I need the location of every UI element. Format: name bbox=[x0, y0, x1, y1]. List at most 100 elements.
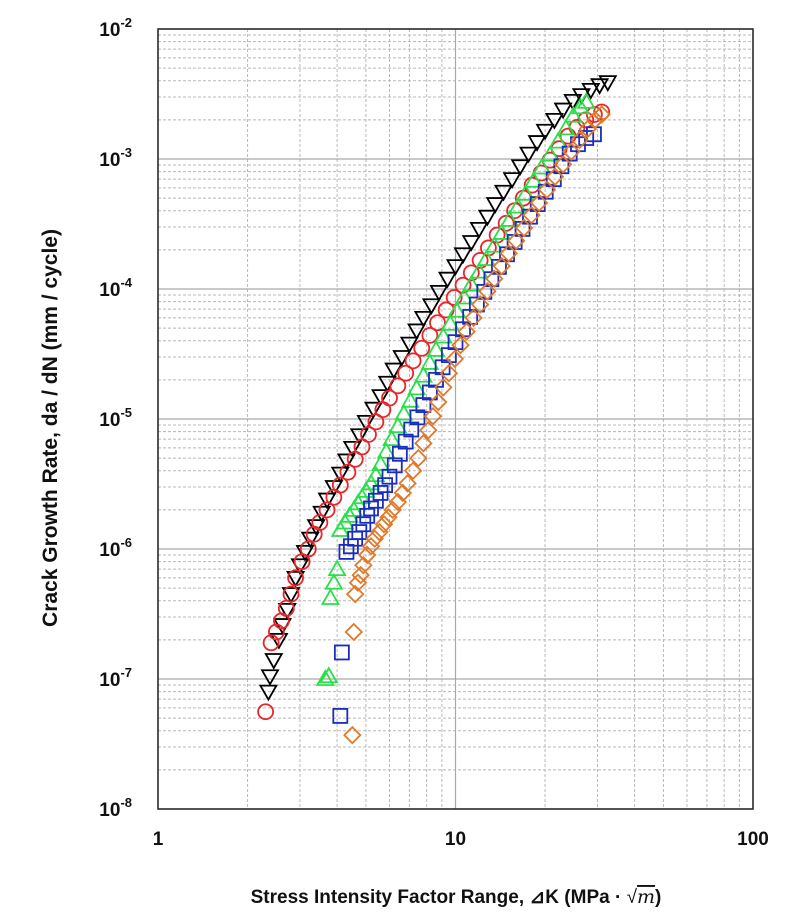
data-point-triangle-up bbox=[407, 378, 427, 396]
y-tick-base: 10 bbox=[99, 670, 120, 691]
data-point-diamond bbox=[485, 269, 504, 288]
data-point-diamond bbox=[434, 378, 453, 397]
data-point-triangle-down bbox=[485, 197, 505, 214]
data-point-circle bbox=[311, 514, 329, 531]
data-point-triangle-down bbox=[300, 531, 320, 549]
y-tick-exponent: -8 bbox=[120, 795, 132, 810]
x-tick-labels: 1 10 100 bbox=[153, 829, 769, 850]
data-point-triangle-down bbox=[469, 221, 489, 239]
data-point-triangle-down bbox=[590, 78, 610, 95]
data-point-circle bbox=[257, 703, 275, 721]
x-tick-label: 1 bbox=[153, 829, 164, 850]
data-point-square bbox=[391, 445, 408, 462]
data-point-diamond bbox=[592, 105, 611, 124]
data-point-triangle-up bbox=[556, 118, 576, 136]
data-point-square bbox=[333, 644, 350, 661]
data-point-triangle-up bbox=[388, 416, 408, 434]
data-point-triangle-up bbox=[376, 441, 396, 459]
data-point-triangle-up bbox=[500, 210, 520, 227]
data-point-triangle-up bbox=[433, 326, 453, 344]
data-point-circle bbox=[339, 463, 357, 481]
data-point-triangle-down bbox=[277, 603, 297, 620]
data-point-triangle-down bbox=[312, 505, 332, 523]
data-point-triangle-down bbox=[407, 323, 427, 341]
x-tick-label: 10 bbox=[445, 829, 466, 850]
data-point-triangle-up bbox=[315, 669, 335, 686]
data-point-diamond bbox=[553, 155, 573, 174]
y-tick-base: 10 bbox=[99, 20, 120, 41]
data-point-circle bbox=[267, 623, 285, 641]
data-point-triangle-down bbox=[349, 428, 369, 446]
data-point-circle bbox=[404, 352, 422, 370]
data-point-triangle-down bbox=[286, 570, 306, 588]
data-point-diamond bbox=[537, 180, 557, 200]
data-point-circle bbox=[397, 364, 415, 382]
data-point-triangle-up bbox=[320, 588, 341, 605]
data-point-diamond bbox=[344, 622, 364, 642]
data-point-triangle-up bbox=[366, 465, 386, 483]
data-point-circle bbox=[360, 426, 377, 443]
data-point-diamond bbox=[383, 500, 402, 520]
y-tick-base: 10 bbox=[99, 280, 120, 301]
data-point-circle bbox=[413, 339, 431, 357]
y-tick-exponent: -7 bbox=[120, 665, 132, 680]
data-point-triangle-up bbox=[532, 157, 552, 175]
data-point-diamond bbox=[439, 363, 459, 383]
data-point-circle bbox=[497, 214, 515, 232]
data-point-circle bbox=[429, 314, 446, 332]
data-point-circle bbox=[421, 326, 439, 344]
y-tick-exponent: -5 bbox=[120, 405, 132, 420]
data-point-diamond bbox=[451, 335, 470, 355]
data-point-circle bbox=[262, 634, 280, 652]
data-point-diamond bbox=[423, 406, 443, 426]
data-point-square bbox=[377, 477, 394, 494]
y-tick-label: 10-8 bbox=[99, 795, 132, 821]
data-point-triangle-up bbox=[447, 300, 467, 318]
data-point-triangle-down bbox=[502, 172, 522, 189]
data-point-diamond bbox=[445, 349, 465, 369]
data-point-triangle-up bbox=[570, 97, 590, 115]
data-point-triangle-down bbox=[260, 669, 280, 687]
x-axis-title-close: ) bbox=[655, 887, 661, 908]
data-point-triangle-up bbox=[548, 131, 568, 149]
data-point-diamond bbox=[464, 308, 483, 328]
data-point-triangle-down bbox=[264, 653, 284, 670]
data-point-diamond bbox=[529, 193, 549, 213]
data-point-diamond bbox=[398, 474, 417, 493]
data-point-triangle-down bbox=[553, 102, 573, 120]
data-point-triangle-up bbox=[413, 365, 433, 383]
y-tick-base: 10 bbox=[99, 540, 120, 561]
series-circle bbox=[257, 103, 611, 721]
data-point-diamond bbox=[506, 231, 526, 251]
data-point-triangle-down bbox=[342, 440, 362, 458]
x-axis-title-sqrt-arg: m bbox=[637, 886, 655, 908]
data-point-triangle-down bbox=[437, 271, 458, 289]
y-tick-exponent: -2 bbox=[120, 15, 132, 30]
data-point-triangle-up bbox=[469, 261, 489, 279]
data-point-triangle-up bbox=[426, 340, 446, 357]
data-point-circle bbox=[287, 569, 304, 587]
data-point-triangle-down bbox=[598, 75, 618, 92]
data-point-triangle-up bbox=[371, 454, 391, 471]
data-point-triangle-up bbox=[576, 92, 596, 109]
data-point-diamond bbox=[570, 130, 589, 150]
y-tick-label: 10-3 bbox=[99, 145, 132, 171]
sqrt-symbol: √ bbox=[627, 887, 638, 908]
data-point-triangle-up bbox=[319, 666, 339, 684]
data-point-square bbox=[386, 457, 403, 474]
data-point-diamond bbox=[478, 282, 497, 301]
data-point-circle bbox=[389, 377, 407, 395]
data-point-triangle-up bbox=[400, 391, 420, 408]
data-point-triangle-down bbox=[421, 298, 441, 316]
data-point-diamond bbox=[428, 392, 448, 412]
data-point-diamond bbox=[370, 522, 389, 542]
y-axis-title: Crack Growth Rate, da / dN (mm / cycle) bbox=[39, 229, 62, 627]
data-point-triangle-up bbox=[324, 572, 344, 590]
data-series-layer bbox=[257, 75, 618, 745]
data-point-triangle-down bbox=[493, 184, 514, 202]
y-tick-label: 10-6 bbox=[99, 535, 132, 561]
data-point-diamond bbox=[522, 205, 541, 225]
data-point-triangle-up bbox=[516, 183, 536, 201]
data-point-circle bbox=[318, 501, 336, 519]
data-point-square bbox=[381, 468, 398, 485]
